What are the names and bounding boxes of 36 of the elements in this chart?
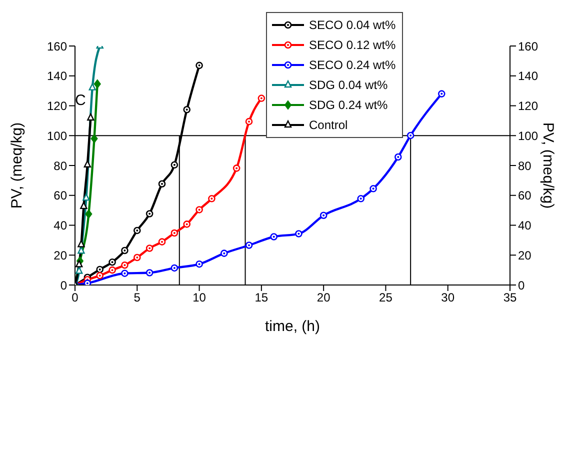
legend-label: SDG 0.04 wt% xyxy=(309,78,388,92)
x-tick-label: 30 xyxy=(441,290,455,305)
legend-label: Control xyxy=(309,118,348,132)
annotation: C xyxy=(75,92,86,109)
y2-tick-label: 80 xyxy=(518,158,532,173)
y2-tick-label: 60 xyxy=(518,188,532,203)
y2-tick-label: 160 xyxy=(518,39,538,54)
y2-tick-label: 140 xyxy=(518,69,538,84)
y2-tick-label: 100 xyxy=(518,128,538,143)
y-tick-label: 140 xyxy=(46,69,68,84)
legend-label: SECO 0.24 wt% xyxy=(309,58,396,72)
legend-label: SECO 0.12 wt% xyxy=(309,38,396,52)
y-tick-label: 80 xyxy=(54,158,68,173)
x-tick-label: 5 xyxy=(134,290,141,305)
y-tick-label: 120 xyxy=(46,99,68,114)
legend-label: SDG 0.24 wt% xyxy=(309,98,388,112)
legend-label: SECO 0.04 wt% xyxy=(309,18,396,32)
y2-tick-label: 120 xyxy=(518,99,538,114)
x-axis-title: time, (h) xyxy=(264,318,320,335)
y2-tick-label: 40 xyxy=(518,218,532,233)
x-tick-label: 20 xyxy=(316,290,331,305)
x-tick-label: 35 xyxy=(503,290,517,305)
x-tick-label: 10 xyxy=(192,290,206,305)
y2-axis-title: PV, (meq/kg) xyxy=(540,122,557,209)
y2-tick-label: 20 xyxy=(518,248,532,262)
y-tick-label: 20 xyxy=(54,248,68,262)
x-tick-label: 15 xyxy=(254,290,268,305)
y-tick-label: 0 xyxy=(60,278,68,292)
x-tick-label: 25 xyxy=(379,290,393,305)
x-tick-label: 0 xyxy=(72,290,79,305)
y2-tick-label: 0 xyxy=(518,278,525,292)
y-axis-title: PV, (meq/kg) xyxy=(8,122,26,209)
y-tick-label: 40 xyxy=(54,218,68,233)
y-tick-label: 100 xyxy=(46,128,68,143)
y-tick-label: 60 xyxy=(54,188,68,203)
y-tick-label: 160 xyxy=(46,39,68,54)
